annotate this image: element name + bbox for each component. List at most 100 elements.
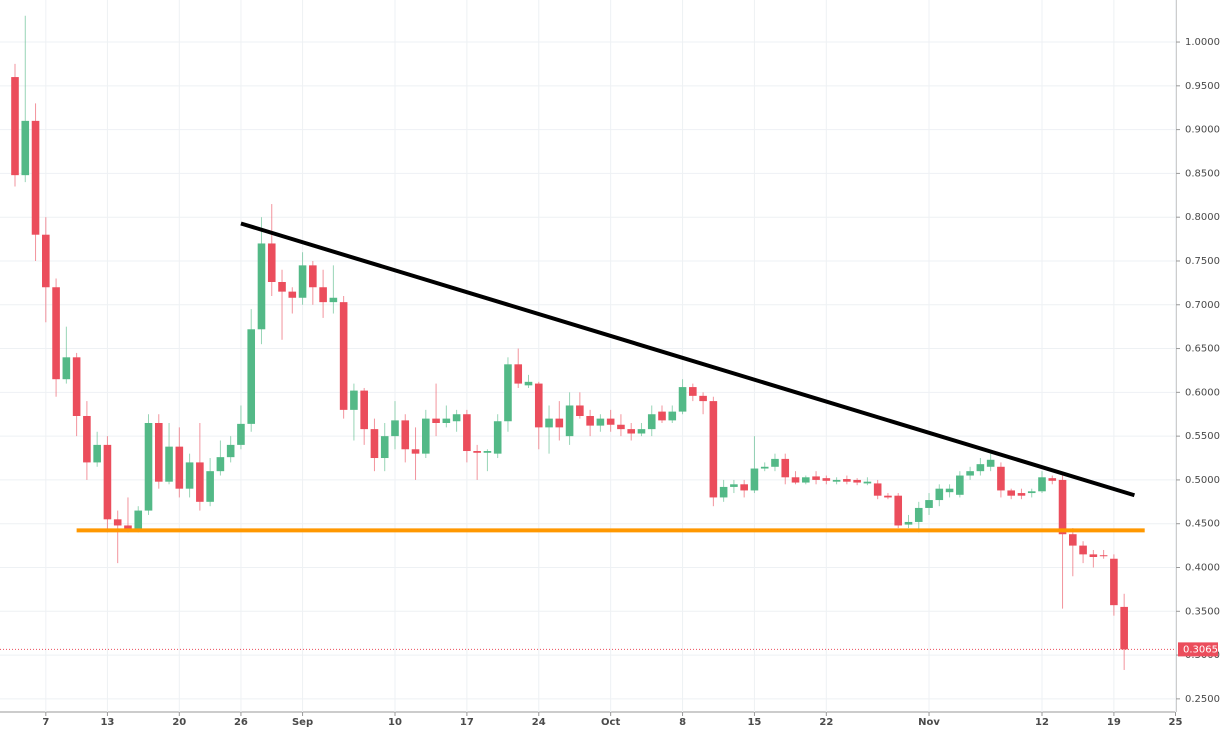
candle-body	[647, 414, 656, 430]
candle-body	[637, 429, 646, 434]
candle-body	[185, 462, 194, 489]
candle-body	[432, 418, 440, 423]
candle-body	[606, 418, 615, 425]
candle-body	[945, 488, 954, 493]
candle-body	[801, 477, 810, 483]
candle-body	[997, 466, 1005, 491]
candle-body	[483, 451, 492, 453]
candle-body	[1007, 490, 1015, 496]
candle-body	[791, 477, 800, 483]
candle-body	[83, 415, 91, 463]
candle-body	[52, 287, 60, 380]
candle-body	[627, 429, 635, 434]
candle-body	[750, 468, 759, 491]
candle-body	[1027, 491, 1036, 494]
candle-body	[175, 446, 184, 489]
x-tick-label: 20	[172, 717, 186, 728]
candle-body	[206, 471, 214, 502]
x-tick-label: 24	[532, 717, 546, 728]
candle-body	[935, 488, 944, 501]
candle-body	[884, 495, 892, 498]
x-tick-label: Oct	[601, 717, 620, 728]
candle-body	[689, 387, 697, 396]
candle-body	[843, 479, 851, 482]
candle-body	[134, 510, 143, 530]
x-tick-label: 19	[1107, 717, 1121, 728]
y-tick-label: 0.3500	[1185, 606, 1220, 617]
candle-body	[62, 357, 71, 380]
y-tick-label: 0.4500	[1185, 519, 1220, 530]
x-tick-label: 26	[234, 717, 248, 728]
candle-body	[1099, 555, 1108, 557]
candle-body	[154, 422, 163, 482]
candle-body	[956, 475, 964, 495]
candle-body	[668, 411, 677, 421]
x-tick-label: 8	[679, 717, 686, 728]
candle-body	[329, 297, 338, 303]
candle-body	[504, 364, 512, 422]
y-tick-label: 0.6000	[1185, 387, 1220, 398]
candle-body	[658, 411, 666, 421]
candle-body	[72, 357, 81, 416]
y-tick-label: 0.2500	[1185, 694, 1220, 705]
candle-body	[319, 287, 327, 303]
candle-body	[1110, 558, 1118, 606]
candle-body	[740, 484, 748, 491]
y-tick-label: 0.9500	[1185, 81, 1220, 92]
candle-body	[832, 479, 841, 482]
x-tick-label: 7	[42, 717, 49, 728]
candle-body	[339, 302, 348, 410]
candle-body	[986, 459, 995, 467]
candle-body	[730, 484, 738, 487]
candle-body	[11, 77, 19, 176]
y-tick-label: 0.4000	[1185, 562, 1220, 573]
y-tick-label: 0.5500	[1185, 431, 1220, 442]
y-tick-label: 0.7000	[1185, 300, 1220, 311]
candle-body	[894, 495, 903, 526]
y-tick-label: 0.6500	[1185, 344, 1220, 355]
candle-body	[812, 476, 820, 480]
candle-body	[853, 479, 861, 483]
candle-body	[257, 243, 266, 330]
candle-body	[555, 418, 564, 428]
x-tick-label: Sep	[292, 717, 313, 728]
candle-body	[1058, 479, 1067, 535]
candle-body	[226, 444, 235, 458]
candle-body	[93, 444, 101, 463]
y-tick-label: 0.7500	[1185, 256, 1220, 267]
candle-body	[596, 418, 605, 426]
y-tick-label: 0.5000	[1185, 475, 1220, 486]
candle-body	[463, 414, 471, 452]
candle-body	[545, 418, 553, 428]
candle-body	[288, 291, 297, 298]
candle-body	[1079, 545, 1087, 555]
last-price-box	[1178, 642, 1218, 657]
candle-body	[103, 444, 112, 520]
candle-body	[370, 429, 379, 459]
candle-body	[493, 421, 502, 454]
candle-body	[966, 471, 974, 476]
y-tick-label: 0.8000	[1185, 212, 1220, 223]
candle-body	[904, 521, 913, 525]
candle-body	[873, 483, 882, 496]
candle-body	[401, 420, 410, 450]
candle-body	[360, 390, 368, 430]
candle-body	[976, 464, 985, 472]
candle-body	[1038, 477, 1046, 492]
candle-body	[914, 507, 923, 522]
candle-body	[31, 120, 40, 235]
x-tick-label: 12	[1035, 717, 1049, 728]
x-tick-label: 13	[100, 717, 114, 728]
candle-body	[422, 418, 430, 454]
candle-body	[925, 500, 933, 508]
candle-body	[576, 405, 584, 416]
candle-body	[699, 395, 707, 402]
candle-body	[524, 381, 533, 386]
x-tick-label: Nov	[918, 717, 940, 728]
candle-body	[196, 462, 204, 502]
candle-body	[124, 525, 132, 530]
candle-body	[863, 481, 872, 484]
candle-body	[473, 451, 481, 453]
x-tick-label: 15	[747, 717, 761, 728]
candle-body	[298, 265, 307, 298]
